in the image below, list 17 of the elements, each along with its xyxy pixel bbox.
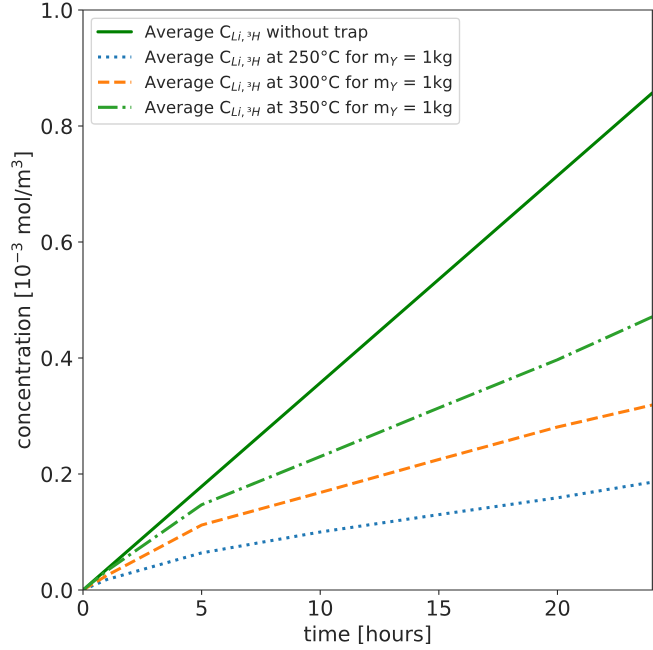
y-tick-label: 0.6: [42, 234, 72, 250]
y-axis-title: concentration [10$^{−3}$ mol/m$^{3}$]: [11, 152, 33, 448]
legend-label: Average C$_{Li,³H}$ at 350°C for m$_{Y}$ = 1kg: [144, 100, 452, 118]
x-tick-label: 20: [546, 600, 570, 616]
legend-label: Average C$_{Li,³H}$ without trap: [144, 25, 368, 42]
y-tick-label: 0.4: [42, 350, 72, 366]
y-tick-label: 0.2: [42, 466, 72, 482]
x-axis-title: time [hours]: [304, 625, 430, 644]
legend-label: Average C$_{Li,³H}$ at 300°C for m$_{Y}$ = 1kg: [144, 75, 452, 92]
y-tick-label: 0.0: [42, 582, 72, 598]
x-tick-label: 5: [196, 600, 206, 616]
legend-label: Average C$_{Li,³H}$ at 250°C for m$_{Y}$ = 1kg: [144, 50, 452, 67]
x-tick-label: 10: [309, 600, 332, 616]
y-tick-label: 1.0: [42, 2, 72, 18]
x-tick-label: 15: [428, 600, 450, 616]
y-tick-label: 0.8: [42, 118, 72, 134]
x-tick-label: 0: [78, 600, 88, 616]
